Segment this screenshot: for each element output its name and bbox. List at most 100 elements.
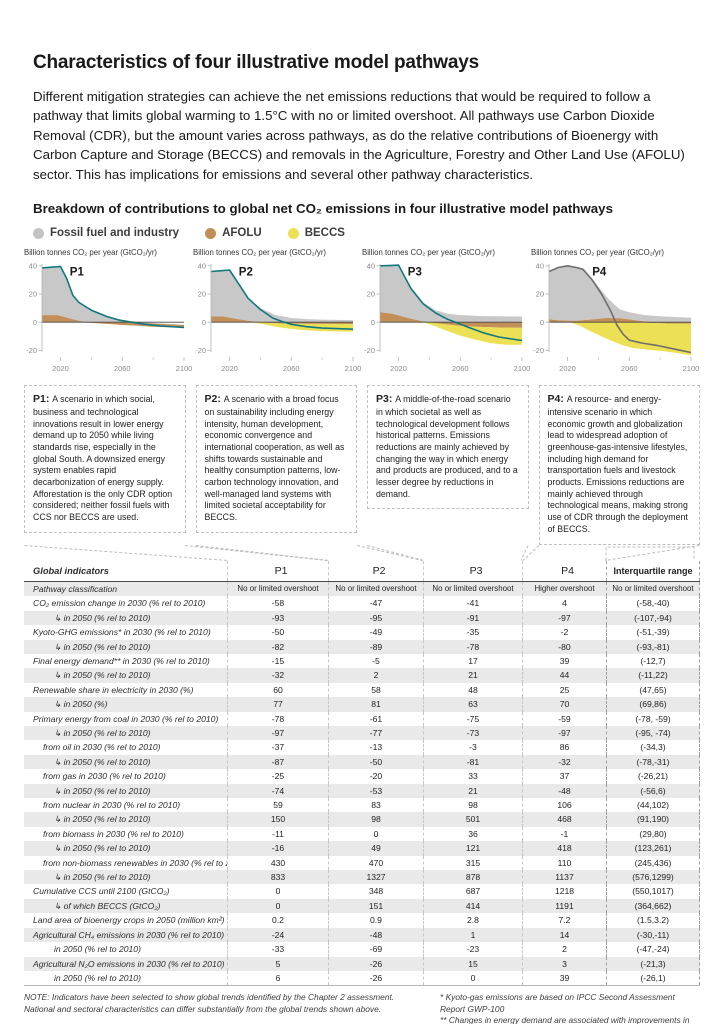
legend-item: AFOLU	[205, 227, 262, 239]
row-label: ↳ in 2050 (% rel to 2010)	[54, 641, 151, 652]
value-iqr: (123,261)	[606, 841, 700, 856]
value-iqr: (1.5,3.2)	[606, 913, 700, 928]
value-p2: 2	[328, 668, 423, 683]
row-label: from oil in 2030 (% rel to 2010)	[43, 742, 161, 753]
value-p1: -82	[227, 639, 328, 654]
value-p1: 6	[227, 970, 328, 986]
value-p1: 0.2	[227, 913, 328, 928]
value-p1: -24	[227, 927, 328, 943]
value-p4: -48	[522, 783, 606, 799]
value-p2: 151	[328, 898, 423, 914]
svg-text:2100: 2100	[683, 364, 700, 373]
row-label: from nuclear in 2030 (% rel to 2010)	[43, 800, 181, 811]
fossil-area	[380, 265, 522, 323]
value-p2: -50	[328, 754, 423, 770]
value-iqr: (-78,-31)	[606, 754, 700, 770]
chart-plot-p4: 40 20 0 -20 2020 2060 2100 P4	[533, 261, 700, 373]
value-p3: 121	[423, 841, 522, 856]
table-row: ↳ in 2050 (% rel to 2010) 833 1327 878 1137(…	[24, 870, 700, 885]
table-row: from biomass in 2030 (% rel to 2010) -11 0…	[24, 826, 700, 842]
svg-text:40: 40	[367, 261, 375, 270]
chart-axis-title: Billion tonnes CO₂ per year (GtCO₂/yr)	[24, 248, 158, 258]
value-iqr: (44,102)	[606, 798, 700, 813]
value-p4: 468	[522, 812, 606, 827]
page-title: Characteristics of four illustrative mod…	[33, 52, 479, 73]
fossil-area	[42, 266, 184, 326]
svg-text:2020: 2020	[559, 364, 576, 373]
value-p1: No or limited overshoot	[227, 581, 328, 597]
chart-panel-p4: Billion tonnes CO₂ per year (GtCO₂/yr) 40…	[531, 248, 700, 381]
value-p2: -26	[328, 956, 423, 971]
row-label: Primary energy from coal in 2030 (% rel …	[33, 713, 219, 724]
table-row: ↳ in 2050 (%) 77 81 63 70 (69,86)	[24, 697, 700, 712]
value-p1: -15	[227, 653, 328, 669]
svg-text:2020: 2020	[390, 364, 407, 373]
svg-text:20: 20	[367, 290, 375, 299]
value-iqr: (-56,6)	[606, 783, 700, 799]
description-box-p4: P4: A resource- and energy-intensive sce…	[538, 385, 700, 545]
value-p4: 37	[522, 769, 606, 784]
svg-text:2060: 2060	[114, 364, 131, 373]
table-row: from gas in 2030 (% rel to 2010) -25 -20 33…	[24, 769, 700, 784]
row-label: ↳ in 2050 (% rel to 2010)	[54, 756, 151, 767]
chart-plot-p3: 40 20 0 -20 2020 2060 2100 P3	[364, 261, 530, 373]
row-label: in 2050 (% rel to 2010)	[54, 972, 141, 983]
svg-text:2100: 2100	[176, 364, 193, 373]
value-p2: -20	[328, 769, 423, 784]
value-p2: -26	[328, 970, 423, 986]
value-p1: -74	[227, 783, 328, 799]
value-p2: -49	[328, 625, 423, 640]
svg-text:20: 20	[536, 290, 544, 299]
row-label: ↳ in 2050 (% rel to 2010)	[54, 843, 151, 854]
row-label: ↳ in 2050 (% rel to 2010)	[54, 670, 151, 681]
beccs-area	[549, 322, 691, 356]
value-p3: -75	[423, 711, 522, 727]
svg-text:0: 0	[33, 318, 37, 327]
value-p2: -69	[328, 942, 423, 957]
chart-axis-title: Billion tonnes CO₂ per year (GtCO₂/yr)	[362, 248, 496, 258]
table-row: ↳ of which BECCS (GtCO₂) 0 151 414 1191 (364,…	[24, 898, 700, 914]
row-label: ↳ in 2050 (% rel to 2010)	[54, 814, 151, 825]
table-row: CO₂ emission change in 2030 (% rel to 20…	[24, 596, 700, 611]
section-title: Breakdown of contributions to global net…	[33, 201, 613, 217]
value-p4: Higher overshoot	[522, 581, 606, 597]
value-p2: -61	[328, 711, 423, 727]
value-p1: -25	[227, 769, 328, 784]
pathway-label: P1	[70, 267, 85, 279]
value-iqr: (-26,1)	[606, 970, 700, 986]
value-p1: -87	[227, 754, 328, 770]
legend-dot-icon	[33, 227, 44, 239]
table-row: ↳ in 2050 (% rel to 2010) -82 -89 -78 -80 (-9…	[24, 639, 700, 654]
value-p2: 0.9	[328, 913, 423, 928]
row-label: CO₂ emission change in 2030 (% rel to 20…	[33, 598, 206, 609]
svg-text:2060: 2060	[283, 364, 300, 373]
description-text: A scenario with a broad focus on sustain…	[204, 394, 345, 523]
svg-text:0: 0	[371, 318, 375, 327]
value-p2: 470	[328, 855, 423, 871]
value-p2: 58	[328, 682, 423, 698]
value-iqr: No or limited overshoot	[606, 581, 700, 597]
value-p3: -91	[423, 610, 522, 626]
chart-legend: Fossil fuel and industry AFOLU BECCS	[33, 227, 700, 239]
description-id: P2:	[204, 393, 224, 406]
value-p1: -58	[227, 596, 328, 611]
value-p4: 14	[522, 927, 606, 943]
column-header-p2: P2	[328, 560, 423, 581]
value-iqr: (-21,3)	[606, 956, 700, 971]
legend-item: Fossil fuel and industry	[33, 227, 179, 239]
value-p3: -41	[423, 596, 522, 611]
value-iqr: (-93,-81)	[606, 639, 700, 654]
row-label: Land area of bioenergy crops in 2050 (mi…	[33, 915, 225, 926]
value-p3: 878	[423, 870, 522, 885]
table-header-row: Global indicators P1 P2 P3 P4 Interquartile r…	[24, 560, 700, 582]
value-p3: 315	[423, 855, 522, 871]
column-header-p3: P3	[423, 560, 522, 581]
svg-text:40: 40	[29, 261, 37, 270]
value-p4: 39	[522, 653, 606, 669]
table-row: Cumulative CCS until 2100 (GtCO₂) 0 348 687…	[24, 884, 700, 899]
value-p1: 430	[227, 855, 328, 871]
description-text: A scenario in which social, business and…	[33, 394, 173, 523]
value-iqr: (364,662)	[606, 898, 700, 914]
chart-plot-p1: 40 20 0 -20 2020 2060 2100 P1	[26, 261, 193, 373]
footnote-note: NOTE: Indicators have been selected to s…	[24, 992, 395, 1014]
